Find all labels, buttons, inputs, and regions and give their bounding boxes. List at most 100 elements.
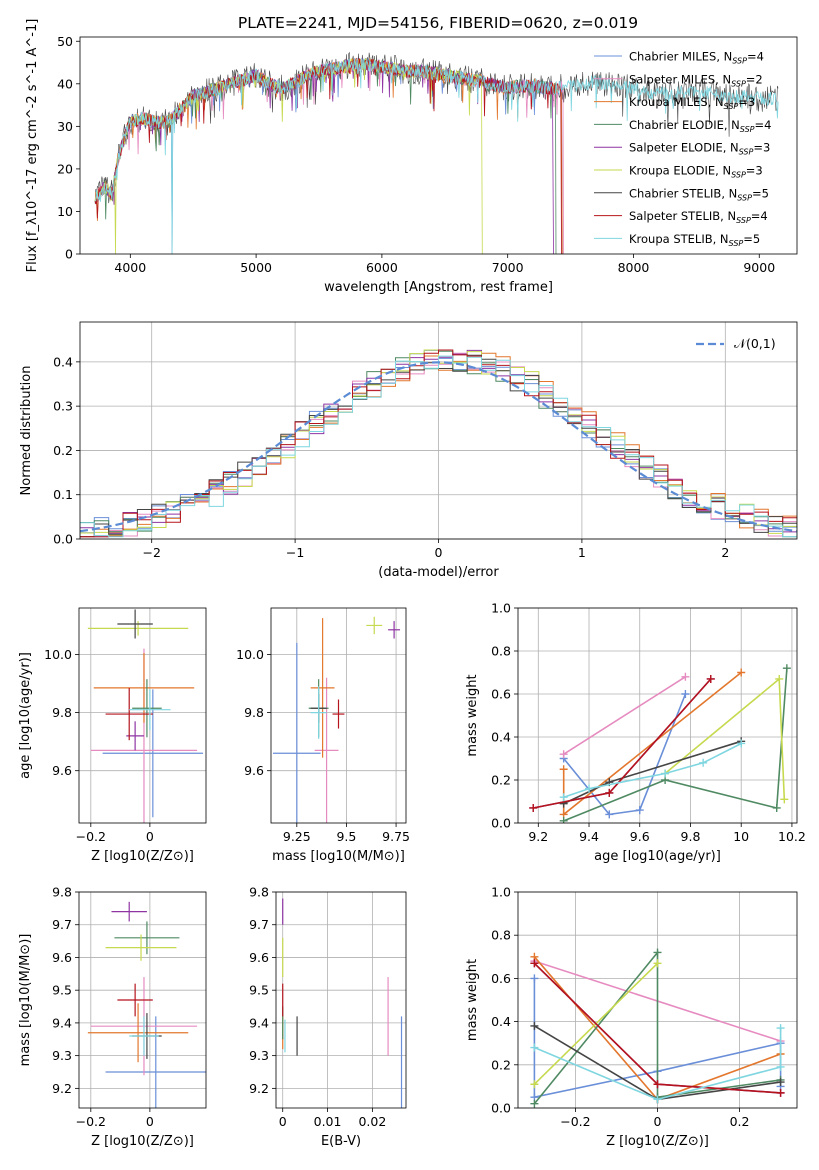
y-tick-label: 0.0 bbox=[53, 532, 73, 547]
y-tick-label: 0.1 bbox=[53, 487, 73, 502]
x-tick-label: 4000 bbox=[114, 260, 146, 275]
y-tick-label: 0.3 bbox=[53, 399, 73, 414]
weight-marker-model-4 bbox=[559, 816, 568, 823]
y-tick-label: 9.6 bbox=[52, 763, 72, 778]
axes-frame bbox=[78, 891, 207, 1109]
y-tick-label: 0.0 bbox=[491, 816, 511, 831]
weight-marker-model-4 bbox=[653, 948, 662, 957]
y-tick-label: 9.8 bbox=[52, 885, 72, 900]
x-axis-label: Z [log10(Z/Z⊙)] bbox=[91, 849, 194, 864]
legend-subscript: SSP bbox=[740, 125, 755, 134]
y-tick-label: 0.6 bbox=[491, 687, 511, 702]
y-axis-label: mass [log10(M/M⊙)] bbox=[18, 934, 33, 1067]
x-tick-label: 2 bbox=[721, 545, 729, 560]
x-tick-label: 9.25 bbox=[283, 829, 311, 844]
x-tick-label: 5000 bbox=[240, 260, 272, 275]
x-tick-label: 0.01 bbox=[314, 1114, 342, 1129]
legend-subscript: SSP bbox=[731, 79, 746, 88]
y-axis-label: mass weight bbox=[465, 959, 480, 1041]
y-tick-label: 10 bbox=[57, 204, 73, 219]
y-tick-label: 9.7 bbox=[249, 917, 269, 932]
x-axis-label: Z [log10(Z/Z⊙)] bbox=[606, 1134, 709, 1149]
legend-label: 𝒩(0,1) bbox=[734, 336, 776, 351]
x-tick-label: 0 bbox=[146, 1114, 154, 1129]
y-tick-label: 9.6 bbox=[249, 950, 269, 965]
y-tick-label: 9.3 bbox=[249, 1048, 269, 1063]
x-tick-label: 6000 bbox=[366, 260, 398, 275]
weight-marker-model-7 bbox=[530, 1021, 539, 1030]
x-tick-label: 9.5 bbox=[336, 829, 356, 844]
y-tick-label: 50 bbox=[57, 34, 73, 49]
axes-frame bbox=[517, 607, 798, 824]
weight-marker-model-6 bbox=[653, 959, 662, 968]
y-tick-label: 0.8 bbox=[491, 928, 511, 943]
panel-age-vs-metallicity: −0.2 0 9.6 9.8 10.0 Z [log10(Z/Z⊙)] age [log10… bbox=[18, 607, 207, 864]
legend-label-rest: =2 bbox=[746, 72, 763, 86]
axes-frame bbox=[79, 36, 798, 255]
y-tick-label: 9.6 bbox=[244, 763, 264, 778]
weight-marker-model-1 bbox=[605, 810, 614, 819]
y-tick-label: 10.0 bbox=[236, 647, 264, 662]
y-tick-label: 9.4 bbox=[52, 1015, 72, 1030]
y-tick-label: 0.0 bbox=[491, 1101, 511, 1116]
spectrum-line-model-9 bbox=[95, 58, 779, 254]
y-tick-label: 10.0 bbox=[44, 647, 72, 662]
legend-label-rest: =4 bbox=[751, 209, 768, 223]
x-tick-label: 7000 bbox=[492, 260, 524, 275]
axes-frame bbox=[275, 891, 407, 1109]
x-tick-label: 0.02 bbox=[358, 1114, 386, 1129]
x-tick-label: 9.2 bbox=[528, 829, 548, 844]
x-axis-label: Z [log10(Z/Z⊙)] bbox=[91, 1134, 194, 1149]
y-tick-label: 9.8 bbox=[249, 885, 269, 900]
x-axis-label: (data-model)/error bbox=[378, 565, 499, 580]
weight-marker-model-2 bbox=[559, 750, 568, 759]
weight-line-model-9 bbox=[534, 1028, 782, 1101]
plot-area bbox=[529, 664, 791, 823]
panel-mass-weight-vs-age: 9.2 9.4 9.6 9.8 10 10.2 0.0 0.2 0.4 0.6 0.8 1.0 age … bbox=[465, 601, 806, 865]
y-tick-label: 1.0 bbox=[491, 885, 511, 900]
plot-area bbox=[94, 51, 779, 254]
weight-marker-model-7 bbox=[776, 1078, 785, 1087]
panel-residual-histogram: −2 −1 0 1 2 0.0 0.1 0.2 0.3 0.4 (data-model)/error… bbox=[19, 321, 798, 580]
weight-line-model-1 bbox=[563, 693, 687, 816]
plot-area bbox=[80, 349, 797, 538]
weight-marker-model-6 bbox=[530, 1080, 539, 1089]
y-axis-label: age [log10(age/yr)] bbox=[18, 652, 33, 779]
plot-area bbox=[87, 901, 206, 1108]
weight-marker-model-9 bbox=[699, 758, 708, 767]
y-tick-label: 0.4 bbox=[53, 354, 73, 369]
weight-marker-model-4 bbox=[782, 664, 791, 673]
y-tick-label: 9.2 bbox=[249, 1081, 269, 1096]
legend: Chabrier MILES, NSSP=4 Salpeter MILES, NS… bbox=[594, 50, 771, 248]
legend-label: Kroupa STELIB, NSSP=5 bbox=[629, 232, 760, 248]
axes-frame bbox=[270, 607, 407, 824]
legend-label-rest: =5 bbox=[743, 232, 760, 246]
weight-marker-model-8 bbox=[653, 1080, 662, 1089]
x-tick-label: 0 bbox=[654, 1114, 662, 1129]
weight-marker-model-9 bbox=[737, 739, 746, 748]
axes-frame bbox=[517, 891, 798, 1109]
x-tick-label: −0.2 bbox=[76, 1114, 106, 1129]
x-axis-label: E(B-V) bbox=[321, 1134, 361, 1149]
legend-label-rest: =3 bbox=[746, 164, 763, 178]
y-tick-label: 20 bbox=[57, 161, 73, 176]
weight-marker-model-8 bbox=[529, 803, 538, 812]
x-tick-label: 10.2 bbox=[778, 829, 806, 844]
panel-mass-vs-extinction: 0 0.01 0.02 9.2 9.3 9.4 9.5 9.6 9.7 9.8 E(B-V) bbox=[249, 885, 407, 1149]
x-tick-label: −2 bbox=[142, 545, 160, 560]
legend-subscript: SSP bbox=[732, 57, 747, 66]
plot-area bbox=[530, 948, 785, 1108]
y-tick-label: 0 bbox=[65, 247, 73, 262]
x-tick-label: 9000 bbox=[743, 260, 775, 275]
figure-title: PLATE=2241, MJD=54156, FIBERID=0620, z=0… bbox=[238, 14, 638, 32]
y-tick-label: 9.3 bbox=[52, 1048, 72, 1063]
legend-label-rest: =4 bbox=[747, 50, 764, 64]
x-tick-label: 0 bbox=[279, 1114, 287, 1129]
legend-subscript: SSP bbox=[731, 171, 746, 180]
weight-marker-model-9 bbox=[776, 1024, 785, 1033]
legend-subscript: SSP bbox=[739, 148, 754, 157]
panel-spectrum: 4000 5000 6000 7000 8000 9000 0 10 20 30 40 50 wavel… bbox=[25, 19, 798, 295]
y-tick-label: 0.6 bbox=[491, 971, 511, 986]
legend-subscript: SSP bbox=[736, 216, 751, 225]
y-tick-label: 9.5 bbox=[249, 983, 269, 998]
